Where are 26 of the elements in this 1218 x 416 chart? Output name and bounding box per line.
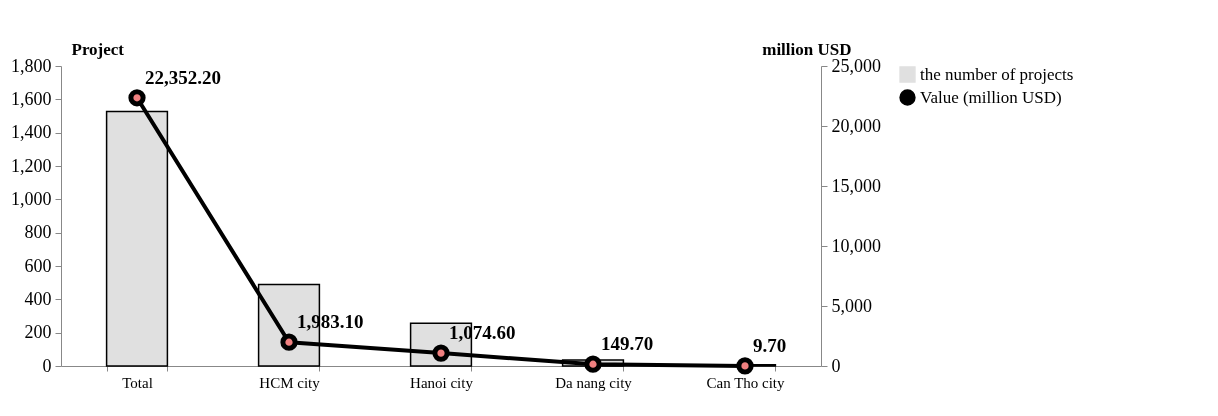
y-tick-label: 800 (24, 222, 52, 243)
y-tick-label: 1,600 (11, 88, 52, 109)
x-tick-label: HCM city (259, 374, 321, 391)
x-tick-label: Da nang city (555, 374, 633, 391)
data-label: 22,352.20 (145, 66, 221, 88)
y-tick-label: 0 (42, 355, 52, 376)
y-tick-label: 1,800 (11, 55, 52, 76)
legend-label: Value (million USD) (920, 87, 1062, 107)
y2-tick-label: 20,000 (831, 115, 881, 136)
y2-tick-label: 15,000 (831, 175, 881, 196)
x-tick-label: Total (122, 374, 153, 391)
y2-tick-label: 0 (831, 355, 841, 376)
y-tick-label: 200 (24, 322, 52, 343)
y2-tick-label: 5,000 (831, 295, 872, 316)
legend-label: the number of projects (920, 64, 1074, 84)
y-tick-label: 600 (24, 255, 52, 276)
x-tick-label: Hanoi city (410, 374, 474, 391)
y-tick-label: 1,400 (11, 122, 52, 143)
y-axis-title: Project (71, 39, 125, 59)
y-tick-label: 1,000 (11, 188, 52, 209)
y-tick-label: 400 (24, 288, 52, 309)
data-label: 149.70 (601, 333, 654, 355)
data-label: 9.70 (753, 334, 787, 356)
y2-tick-label: 10,000 (831, 235, 881, 256)
y-tick-label: 1,200 (11, 155, 52, 176)
x-tick-label: Can Tho city (706, 374, 786, 391)
